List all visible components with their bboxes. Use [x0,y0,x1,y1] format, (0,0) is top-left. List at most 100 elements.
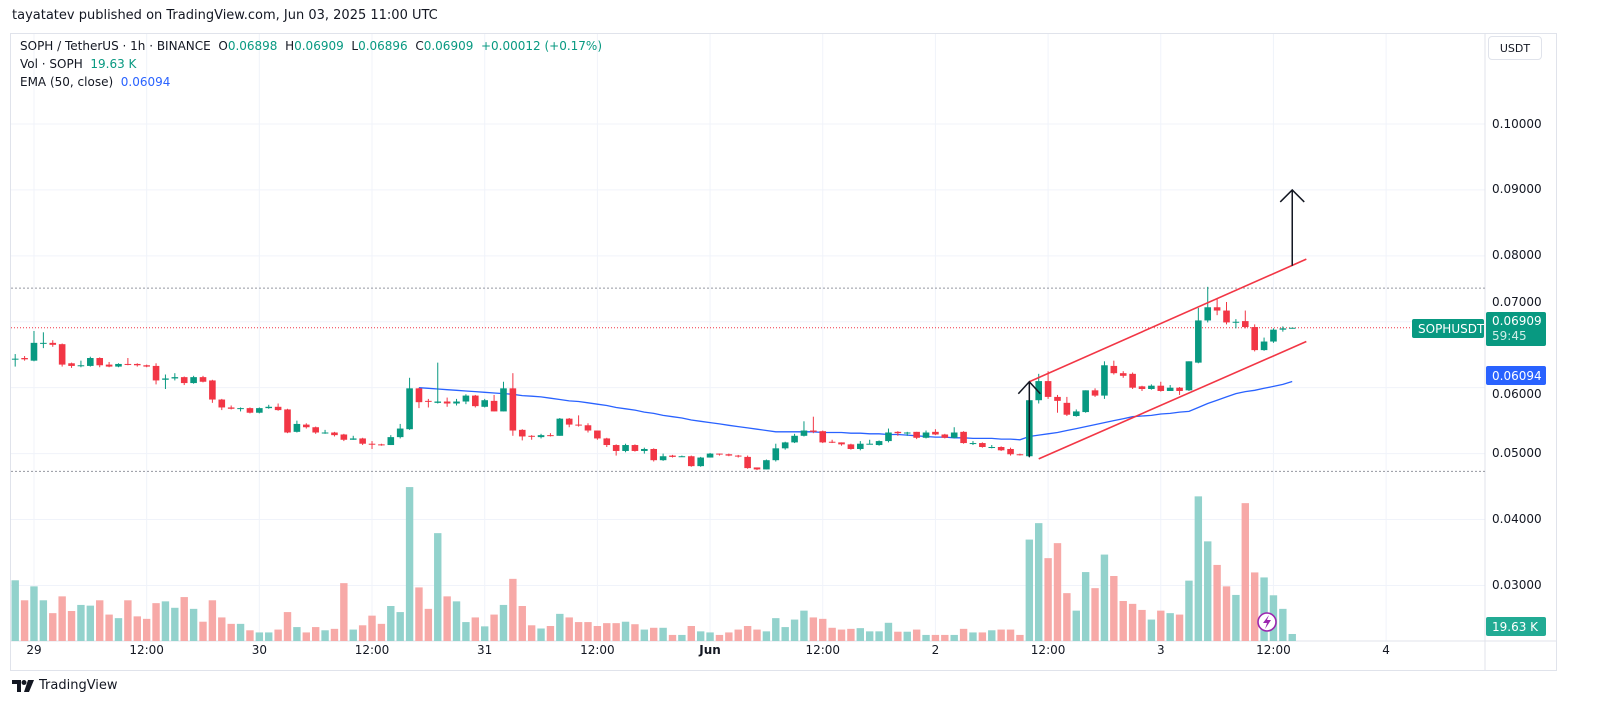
volume-bar [321,630,329,641]
volume-bar [405,487,414,641]
channel-upper-line [1028,258,1307,383]
price-tick-label: 0.03000 [1492,577,1542,592]
volume-bar [499,604,508,641]
candle-body [678,456,686,458]
candle-body [58,344,66,365]
tradingview-logo-text: TradingView [39,678,118,693]
time-tick-label: 12:00 [805,643,841,657]
volume-bar [49,613,57,641]
volume-bar [725,632,733,641]
volume-bar [1044,558,1052,641]
candle-body [1232,321,1240,323]
volume-bar [171,607,179,641]
currency-button[interactable]: USDT [1488,36,1542,60]
volume-bar [950,634,958,641]
legend-volume-row[interactable]: Vol · SOPH 19.63 K [20,57,136,71]
drawings[interactable] [1017,188,1307,460]
alert-lightning-icon[interactable] [1257,612,1277,632]
volume-bar [865,631,874,641]
candle-body [415,388,423,403]
volume-bar [781,627,789,641]
candle-body [716,453,723,455]
candle-body [941,434,949,438]
tradingview-logo[interactable]: TradingView [12,678,118,693]
volume-bar [612,623,620,641]
candle-body [30,342,38,361]
price-tick-label: 0.06000 [1492,387,1542,401]
candle-body [368,443,376,445]
volume-bar [856,628,864,641]
price-tick-label: 0.07000 [1492,295,1542,309]
candle-body [903,432,911,434]
candle-body [68,363,75,366]
volume-bar [640,629,649,641]
volume-bar [696,631,705,641]
candle-body [575,424,582,426]
volume-bar [509,578,517,641]
bar-countdown: 59:45 [1492,329,1527,343]
volume-bar [931,634,940,641]
volume-bar [330,628,339,641]
volume-bar [349,629,357,641]
volume-bar [621,621,630,641]
candle-body [697,457,704,467]
candle-body [537,435,545,438]
volume-bar [311,627,320,641]
candle-body [612,445,620,451]
legend-symbol[interactable]: SOPH / TetherUS · 1h · BINANCE [20,39,211,53]
volume-bar [1053,543,1062,641]
tradingview-logo-icon [12,679,34,692]
volume-bar [434,533,442,641]
symbol-tag: SOPHUSDT [1412,319,1484,338]
candle-body [274,406,282,411]
volume-bar [274,629,282,641]
candle-body [950,432,958,438]
candle-body [960,431,967,444]
volume-bar [124,600,132,641]
volume-bar [790,619,799,641]
ema-price-tag: 0.06094 [1486,366,1546,385]
candle-body [180,377,188,384]
candle-body [1279,328,1287,330]
legend-open-label: O [218,39,228,53]
volume-bar [180,597,188,641]
legend-low: 0.06896 [358,39,408,53]
volume-bar [828,627,836,641]
candle-body [246,408,254,413]
legend-high: 0.06909 [294,39,344,53]
volume-bars [11,487,1296,641]
volume-bar [377,623,386,641]
volume-bar [922,634,930,641]
volume-bar [1063,593,1071,641]
volume-bar [997,629,1005,641]
candle-body [218,399,226,408]
legend-ema-row[interactable]: EMA (50, close) 0.06094 [20,75,170,89]
candle-body [115,363,122,367]
volume-bar [603,623,611,641]
candle-body [641,448,648,451]
publisher-line: tayatatev published on TradingView.com, … [12,8,438,23]
volume-bar [1025,539,1034,641]
candle-body [1260,341,1268,351]
candle-body [425,400,432,402]
volume-bar [424,608,433,641]
candle-body [857,443,864,449]
candle-body [969,443,977,445]
volume-bar [452,601,461,641]
volume-bar [387,606,395,641]
candle-body [359,438,366,444]
volume-bar [819,618,827,641]
candle-body [481,400,488,407]
legend-close-label: C [415,39,424,53]
volume-bar [659,627,667,641]
volume-bar [11,580,19,641]
candle-body [622,445,629,451]
volume-bar [978,632,987,641]
candle-body [1148,385,1155,389]
volume-bar [1091,588,1099,641]
volume-bar [1072,610,1080,641]
ema-line [418,380,1293,441]
candle-body [143,365,150,367]
candle-body [584,425,592,431]
